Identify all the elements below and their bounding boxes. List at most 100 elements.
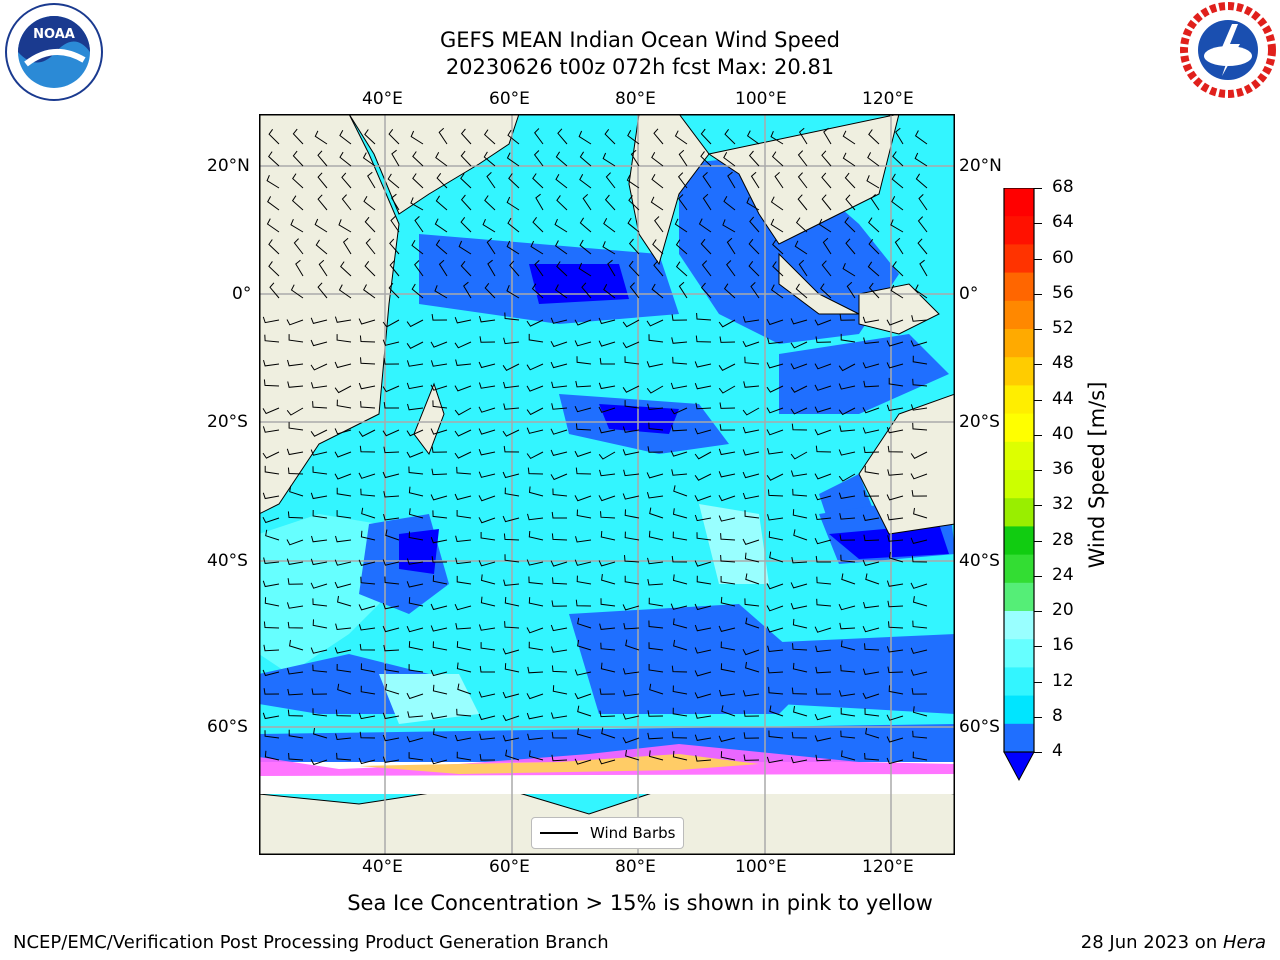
wind-barb — [317, 282, 328, 299]
wind-barb — [460, 217, 472, 233]
wind-barb — [790, 407, 808, 415]
wind-barb — [867, 261, 880, 277]
wind-barb — [482, 219, 496, 233]
wind-barb — [768, 531, 784, 541]
wind-barb — [313, 728, 328, 739]
wind-barb — [526, 627, 544, 634]
colorbar-tick-label: 16 — [1052, 635, 1074, 656]
wind-barb — [742, 449, 760, 456]
wind-barb — [389, 260, 400, 277]
wind-barb — [312, 708, 328, 717]
colorbar-tick-label: 32 — [1052, 494, 1074, 515]
colorbar-tick-label: 24 — [1052, 564, 1074, 585]
wind-barb — [502, 735, 520, 742]
wind-barb — [745, 573, 760, 585]
wind-barb — [702, 172, 712, 189]
wind-barb — [574, 340, 592, 347]
wind-barb — [769, 551, 784, 563]
wind-barb — [694, 734, 712, 741]
wind-barb — [695, 402, 712, 410]
wind-barb — [265, 529, 280, 541]
wind-barb — [838, 449, 856, 456]
wind-barb — [503, 579, 520, 586]
wind-barb — [288, 752, 304, 761]
wind-barb — [607, 259, 616, 277]
wind-barb — [263, 557, 280, 564]
wind-barb — [382, 385, 400, 393]
wind-barb — [528, 750, 544, 761]
wind-barb — [863, 337, 880, 344]
wind-barb — [456, 466, 472, 475]
wind-barb — [718, 319, 736, 328]
footer-right: 28 Jun 2023 on Hera — [1081, 932, 1266, 953]
wind-barb — [310, 647, 328, 654]
wind-barb — [575, 380, 592, 388]
wind-barb — [552, 488, 568, 497]
wind-barb — [790, 582, 808, 589]
colorbar-tick-label: 28 — [1052, 529, 1074, 550]
wind-barb — [359, 643, 376, 651]
wind-barb — [814, 714, 832, 721]
wind-barb — [598, 560, 616, 567]
colorbar-segment — [1004, 723, 1034, 753]
wind-barb — [840, 750, 856, 761]
wind-barb — [840, 640, 856, 651]
wind-barb — [767, 448, 784, 455]
wind-barb — [910, 537, 928, 544]
wind-barb — [719, 336, 736, 343]
wind-barb — [598, 758, 616, 765]
wind-barb — [670, 450, 688, 457]
wind-barb — [528, 576, 544, 585]
wind-barb — [435, 195, 448, 211]
wind-barb — [766, 318, 784, 326]
wind-barb — [815, 445, 832, 453]
wind-barb — [911, 688, 928, 695]
wind-barb — [526, 693, 544, 700]
wind-barb — [334, 361, 352, 369]
wind-barb — [718, 735, 736, 742]
wind-barb — [287, 511, 304, 519]
wind-barb — [383, 358, 400, 365]
colorbar-segment — [1004, 244, 1034, 274]
wind-barb — [550, 361, 568, 369]
wind-barb — [694, 473, 712, 481]
wind-barb — [794, 240, 808, 255]
wind-barb — [838, 407, 856, 416]
wind-barb — [622, 449, 640, 456]
wind-barb — [506, 152, 520, 167]
wind-barb — [503, 381, 520, 389]
wind-barb — [718, 515, 736, 522]
wind-barb — [700, 238, 712, 255]
wind-barb — [651, 173, 664, 189]
wind-map — [259, 114, 955, 855]
wind-barb — [888, 621, 904, 629]
wind-barb — [696, 575, 712, 585]
wind-barb — [838, 383, 856, 390]
wind-barb — [290, 284, 304, 299]
wind-barb — [480, 596, 496, 607]
wind-barb — [526, 712, 544, 720]
wind-barb — [748, 150, 760, 167]
wind-barb — [486, 237, 496, 255]
se-asia-land — [707, 114, 900, 245]
lat-right-label: 0° — [959, 284, 979, 304]
wind-barb — [910, 582, 928, 589]
wind-barb — [694, 361, 712, 368]
wind-barb — [383, 402, 399, 409]
wind-barb — [574, 758, 592, 765]
colorbar-tick-label: 64 — [1052, 212, 1074, 233]
wind-barb — [406, 451, 424, 458]
wind-barb — [552, 685, 568, 695]
wind-barb — [766, 385, 784, 393]
wind-barb — [603, 218, 616, 233]
wind-barb — [358, 559, 376, 566]
wind-barb — [720, 663, 736, 673]
wind-barb — [719, 424, 736, 431]
wind-barb — [359, 445, 376, 453]
wind-barb — [743, 732, 760, 739]
wind-barb — [365, 238, 376, 255]
wind-barb — [768, 730, 784, 739]
wind-barb — [767, 337, 784, 345]
wind-barb — [288, 729, 304, 739]
wind-barb — [647, 557, 664, 565]
